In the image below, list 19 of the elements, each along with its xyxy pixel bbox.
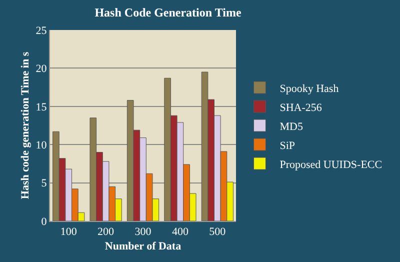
legend-label: MD5 bbox=[280, 120, 304, 133]
x-tick-label: 100 bbox=[60, 226, 78, 238]
x-tick-label: 400 bbox=[172, 226, 189, 238]
legend-label: Spooky Hash bbox=[280, 82, 340, 95]
y-tick-label: 10 bbox=[36, 139, 48, 152]
x-tick-label: 500 bbox=[209, 226, 226, 238]
y-tick-label: 25 bbox=[36, 24, 48, 37]
y-axis-title: Hash code generation Time in s bbox=[19, 51, 32, 200]
chart-title: Hash Code Generation Time bbox=[94, 5, 242, 20]
legend-label: Proposed UUIDS-ECC bbox=[280, 158, 382, 171]
legend-label: SHA-256 bbox=[280, 102, 322, 114]
x-tick-label: 300 bbox=[134, 226, 152, 238]
y-tick-label: 5 bbox=[41, 178, 48, 190]
y-tick-label: 0 bbox=[41, 216, 48, 228]
y-tick-label: 20 bbox=[36, 63, 48, 76]
y-tick-label: 15 bbox=[36, 101, 48, 114]
x-tick-label: 200 bbox=[98, 226, 115, 238]
x-axis-title: Number of Data bbox=[104, 240, 182, 252]
legend-label: SiP bbox=[280, 140, 296, 152]
